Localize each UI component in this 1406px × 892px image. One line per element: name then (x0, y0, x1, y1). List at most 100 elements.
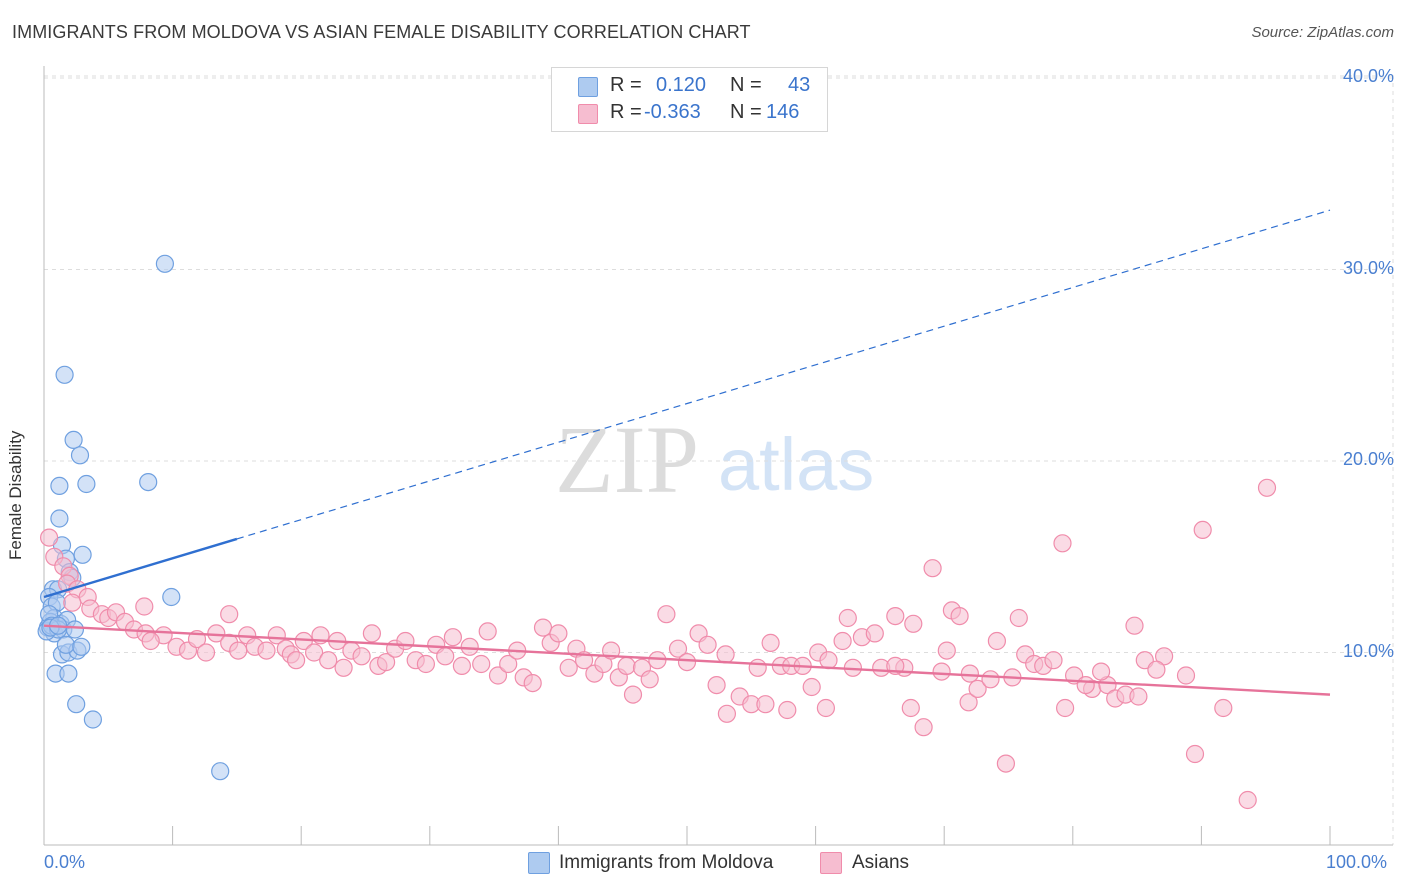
asians-point (1176, 666, 1196, 685)
asians-point (452, 656, 471, 676)
asians-point (1076, 675, 1095, 695)
moldova-point (55, 365, 74, 384)
asians-point (960, 664, 980, 683)
asians-point (1214, 698, 1233, 718)
asians-point (968, 679, 987, 699)
chart-title: IMMIGRANTS FROM MOLDOVA VS ASIAN FEMALE … (12, 22, 751, 42)
moldova-point (211, 762, 230, 781)
moldova-point (70, 446, 90, 465)
asians-point (932, 662, 951, 681)
x-tick-label-min: 0.0% (44, 852, 86, 872)
x-tick-label-max: 100.0% (1326, 852, 1388, 872)
asians-point (677, 652, 697, 672)
asians-point (533, 618, 553, 637)
asians-point (229, 641, 248, 660)
asians-point (1147, 660, 1166, 679)
n-label: N = (730, 101, 762, 123)
asians-point (996, 754, 1016, 773)
asians-point (1193, 520, 1212, 540)
legend-asians-swatch (820, 852, 842, 874)
asians-point (460, 637, 479, 656)
asians-point (362, 624, 381, 643)
r-label: R = (610, 74, 642, 96)
asians-point (1091, 662, 1111, 681)
asians-point (549, 624, 568, 643)
asians-point (648, 651, 667, 670)
data-points (37, 254, 1277, 810)
asians-point (717, 704, 737, 723)
moldova-point (155, 254, 174, 273)
asians-point (756, 695, 775, 714)
n-value: 146 (766, 101, 800, 123)
asians-point (352, 647, 371, 666)
asians-point (657, 605, 676, 624)
asians-point (959, 693, 978, 712)
asians-point (1129, 687, 1148, 706)
asians-point (886, 606, 905, 626)
watermark-atlas: atlas (718, 423, 874, 506)
moldova-trend-extension (236, 209, 1331, 540)
moldova-point (73, 545, 92, 564)
y-tick-label: 10.0% (1342, 640, 1394, 661)
asians-point (668, 639, 688, 658)
asians-point (901, 698, 920, 718)
trend-lines (43, 209, 1331, 696)
r-value: 0.120 (656, 74, 707, 96)
asians-point (819, 651, 838, 670)
asians-point (987, 631, 1007, 651)
asians-point (39, 528, 59, 547)
asians-point (816, 698, 836, 718)
asians-point (914, 718, 933, 737)
axes (43, 66, 1393, 846)
asians-trend-line (43, 624, 1331, 696)
y-tick-label: 40.0% (1342, 66, 1394, 86)
moldova-point (59, 664, 78, 683)
asians-point (499, 654, 518, 674)
asians-point (1055, 698, 1075, 718)
moldova-trend-line (43, 537, 238, 599)
moldova-point (83, 710, 103, 729)
moldova-point (139, 473, 158, 492)
y-tick-label: 30.0% (1342, 257, 1394, 278)
asians-point (1053, 534, 1072, 553)
asians-point (617, 656, 636, 676)
moldova-point (65, 620, 85, 639)
asians-point (748, 658, 767, 677)
moldova-swatch (578, 77, 598, 97)
y-tick-label: 20.0% (1342, 449, 1394, 469)
asians-point (1185, 744, 1205, 764)
r-value: -0.363 (644, 101, 701, 123)
moldova-point (56, 635, 76, 654)
asians-point (981, 670, 1000, 689)
stats-row-moldova: R = 0.120 N = 43 (552, 73, 827, 100)
asians-point (196, 643, 216, 662)
stats-row-asians: R = -0.363 N = 146 (552, 100, 827, 127)
asians-point (220, 605, 239, 624)
asians-point (319, 651, 338, 670)
asians-point (623, 685, 643, 704)
asians-point (1009, 608, 1028, 628)
asians-point (416, 654, 435, 674)
asians-point (640, 670, 659, 689)
moldova-point (162, 587, 181, 607)
asians-point (1257, 478, 1277, 497)
moldova-point (64, 430, 83, 449)
asians-point (1154, 647, 1174, 666)
asians-point (937, 641, 956, 660)
asians-point (559, 658, 578, 677)
asians-point (436, 647, 455, 666)
asians-point (396, 631, 415, 651)
asians-point (257, 641, 276, 660)
asians-point (523, 673, 542, 693)
asians-point (698, 635, 717, 654)
asians-point (443, 628, 462, 647)
n-label: N = (730, 74, 762, 96)
asians-point (838, 608, 857, 628)
asians-point (141, 631, 160, 651)
watermark-zip: ZIP (555, 406, 699, 513)
legend-asians-label: Asians (852, 852, 910, 873)
asians-point (716, 645, 735, 664)
asians-point (287, 651, 306, 670)
asians-point (478, 622, 497, 641)
